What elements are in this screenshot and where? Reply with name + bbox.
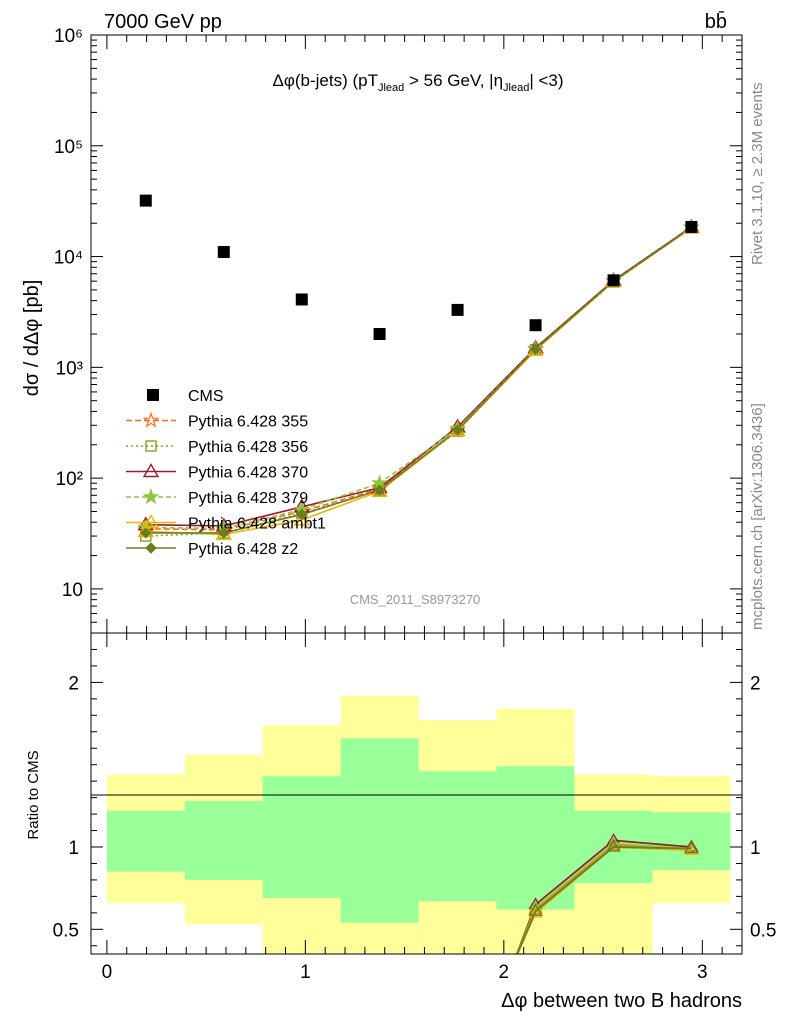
y-tick-label: 10² [56, 469, 83, 490]
title-part: > 56 GeV, |η [404, 71, 503, 90]
ratio-series-line [516, 846, 692, 954]
energy-label: 7000 GeV pp [104, 11, 222, 33]
y-tick-label: 10⁴ [54, 248, 83, 269]
data-point [685, 220, 698, 233]
series-point [373, 484, 386, 496]
ratio-plot-frame [90, 632, 743, 955]
ratio-y-tick-label-right: 1 [750, 838, 761, 859]
legend-marker [147, 389, 159, 401]
legend-label: Pythia 6.428 356 [188, 439, 308, 456]
legend-label: Pythia 6.428 379 [188, 490, 308, 507]
title-part: Δφ(b-jets) (pT [272, 71, 378, 90]
x-axis-label: Δφ between two B hadrons [501, 990, 742, 1012]
y-axis-label: dσ / dΔφ [pb] [21, 280, 43, 397]
x-tick-label: 3 [697, 962, 708, 983]
ratio-series-point [528, 903, 543, 916]
uncertainty-band-inner [184, 800, 263, 880]
main-panel: Δφ(b-jets) (pTJlead > 56 GeV, |ηJlead| <… [21, 26, 743, 634]
legend-marker [145, 542, 157, 554]
ratio-y-tick-label: 0.5 [53, 920, 79, 941]
x-tick-label: 0 [102, 962, 113, 983]
data-point [295, 293, 308, 306]
series-point [451, 424, 464, 436]
analysis-watermark: CMS_2011_S8973270 [350, 592, 481, 607]
legend-marker [142, 463, 160, 478]
data-point [529, 319, 542, 332]
ratio-series-point [684, 839, 699, 852]
y-tick-label: 10⁶ [54, 26, 83, 47]
ratio-panel: 0.5 0.5 1 1 2 2 0 1 2 3 Ratio to CMS Δφ between t… [25, 632, 776, 1012]
legend-marker [142, 411, 160, 428]
chart-title: Δφ(b-jets) (pTJlead > 56 GeV, |ηJlead| <… [272, 71, 563, 94]
uncertainty-band-inner [418, 771, 497, 902]
legend-marker [142, 488, 160, 505]
x-tick-label: 2 [499, 962, 510, 983]
legend-marker [145, 440, 157, 452]
y-tick-label: 10³ [56, 358, 83, 379]
y-tick-label: 10⁵ [54, 137, 83, 158]
legend-label: Pythia 6.428 ambt1 [188, 516, 326, 533]
ratio-y-tick-label: 1 [68, 838, 79, 859]
uncertainty-band-inner [340, 738, 419, 923]
series-point [218, 527, 230, 539]
ratio-y-tick-label-right: 0.5 [750, 920, 776, 941]
legend-marker [142, 514, 160, 529]
mcplots-label: mcplots.cern.ch [arXiv:1306.3436] [749, 403, 766, 630]
legend-label: CMS [188, 388, 224, 405]
y-tick-label: 10 [62, 580, 83, 601]
series-line [145, 226, 692, 530]
x-tick-label: 1 [300, 962, 311, 983]
title-subscript: Jlead [378, 82, 404, 94]
series-point [529, 343, 542, 355]
series-line [145, 227, 692, 536]
series-point [140, 527, 152, 539]
legend: CMS Pythia 6.428 355 Pythia 6.428 356 Pythi… [126, 388, 326, 558]
data-point [139, 194, 152, 207]
ratio-series-point [528, 905, 543, 918]
rivet-version-label: Rivet 3.1.10, ≥ 2.3M events [749, 83, 766, 266]
legend-label: Pythia 6.428 z2 [188, 541, 298, 558]
data-point [373, 328, 386, 340]
series-line [145, 226, 692, 534]
series-point [296, 508, 308, 521]
title-part: | <3) [529, 71, 563, 90]
ratio-y-tick-label: 2 [68, 673, 79, 694]
legend-label: Pythia 6.428 370 [188, 465, 308, 482]
data-point [451, 303, 464, 316]
process-label: bb̄ [705, 10, 727, 33]
series-point [293, 511, 310, 526]
data-point [217, 245, 230, 258]
legend-label: Pythia 6.428 355 [188, 414, 308, 431]
ratio-y-axis-label: Ratio to CMS [25, 750, 42, 839]
ratio-y-tick-label-right: 2 [750, 673, 761, 694]
ratio-series-point [606, 839, 621, 852]
ratio-series-group [515, 833, 699, 954]
series-line [145, 226, 692, 531]
title-subscript: Jlead [503, 82, 529, 94]
uncertainty-band-inner [106, 810, 185, 872]
data-point [607, 274, 620, 287]
ratio-series-point [684, 841, 699, 854]
uncertainty-band-inner [262, 776, 341, 899]
